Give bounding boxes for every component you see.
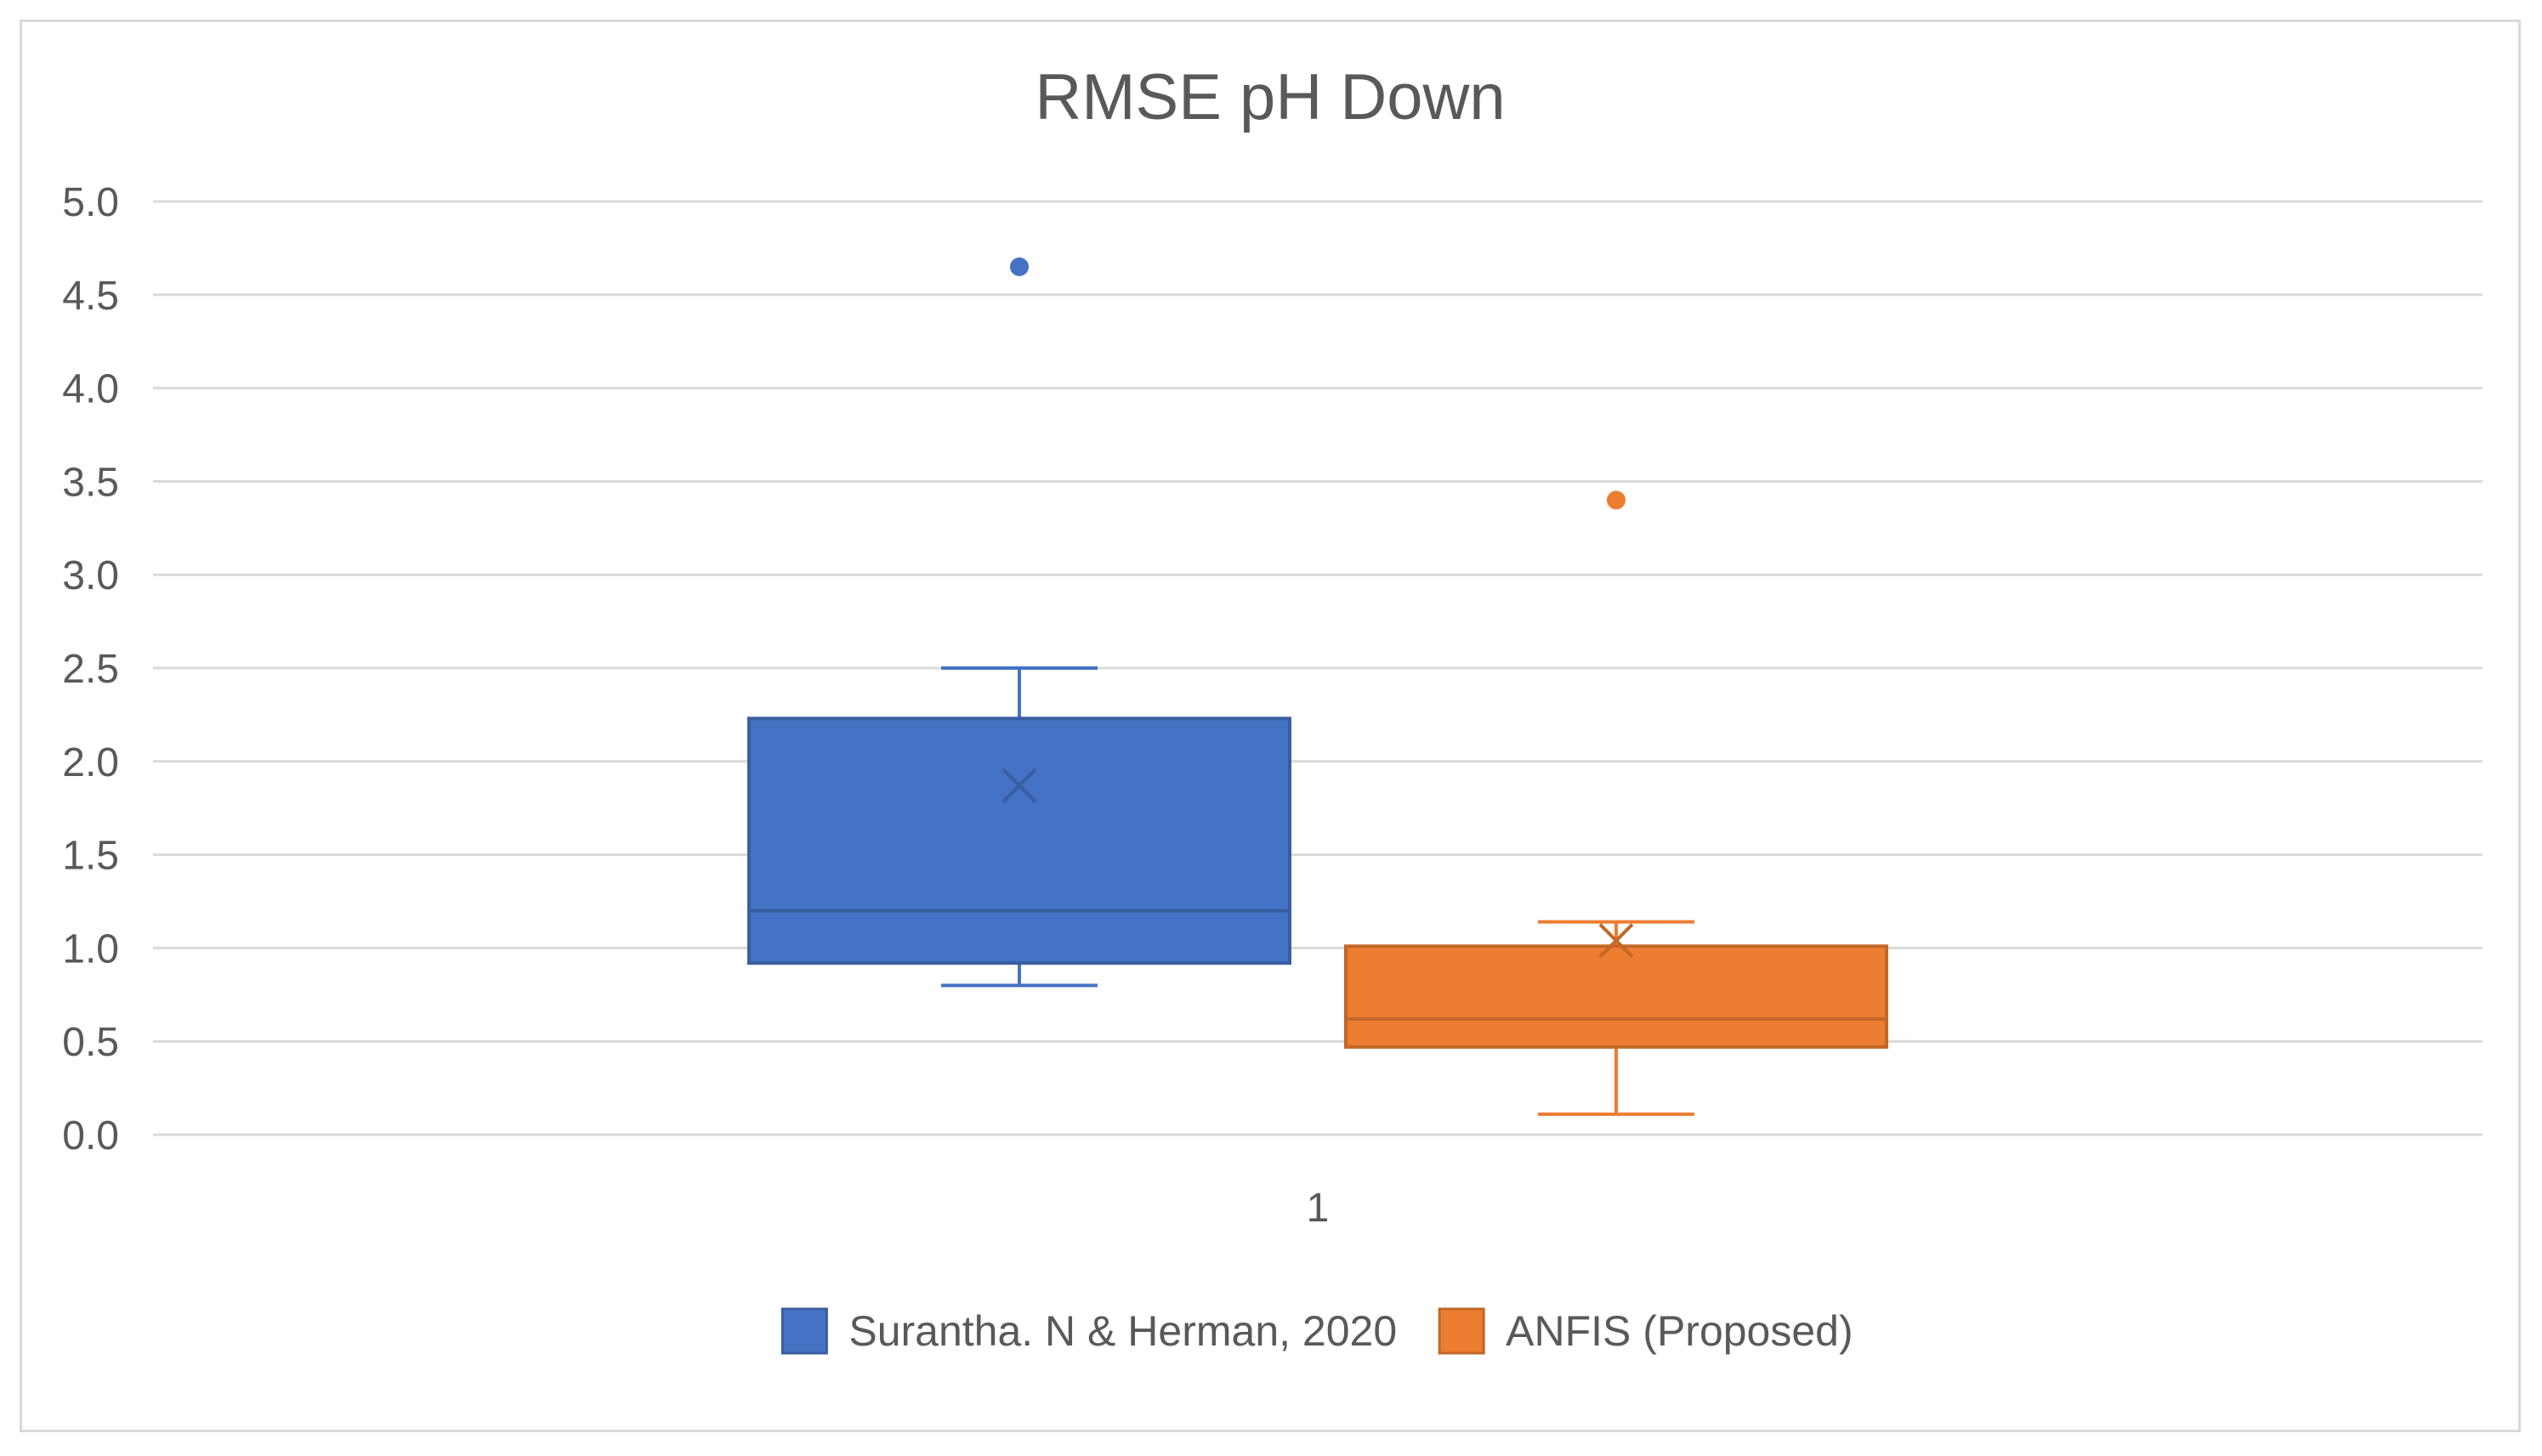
y-tick-label: 4.0	[62, 367, 119, 412]
box-series	[1344, 490, 1888, 1116]
mean-marker	[1598, 923, 1634, 959]
legend-swatch	[780, 1307, 828, 1355]
y-tick-label: 4.5	[62, 274, 119, 319]
y-tick-label: 3.0	[62, 553, 119, 598]
legend-swatch	[1438, 1307, 1485, 1355]
outlier-point	[1010, 257, 1029, 276]
y-tick-label: 1.0	[62, 926, 119, 972]
y-tick-label: 5.0	[62, 180, 119, 225]
y-tick-label: 1.5	[62, 834, 119, 879]
y-axis-ticks: 0.0 0.5 1.0 1.5 2.0 2.5 3.0 3.5 4.0 4.5 5.0	[62, 180, 119, 1159]
plot-area	[747, 257, 1888, 1116]
legend-item: ANFIS (Proposed)	[1438, 1307, 1853, 1355]
y-tick-label: 0.0	[62, 1113, 119, 1159]
x-axis-ticks: 1	[1307, 1186, 1330, 1231]
legend-label: Surantha. N & Herman, 2020	[848, 1307, 1397, 1355]
box-iqr	[747, 717, 1291, 965]
legend: Surantha. N & Herman, 2020 ANFIS (Propose…	[780, 1307, 1853, 1355]
y-tick-label: 0.5	[62, 1020, 119, 1065]
chart-title: RMSE pH Down	[1035, 61, 1505, 133]
gridlines	[153, 200, 2482, 1136]
outlier-point	[1607, 490, 1626, 510]
y-tick-label: 3.5	[62, 460, 119, 505]
legend-item: Surantha. N & Herman, 2020	[780, 1307, 1397, 1355]
legend-label: ANFIS (Proposed)	[1506, 1307, 1853, 1355]
box-iqr	[1344, 944, 1888, 1049]
x-tick-label: 1	[1307, 1186, 1330, 1231]
y-tick-label: 2.5	[62, 647, 119, 692]
mean-marker	[1001, 768, 1037, 803]
y-tick-label: 2.0	[62, 740, 119, 785]
box-series	[747, 257, 1291, 988]
